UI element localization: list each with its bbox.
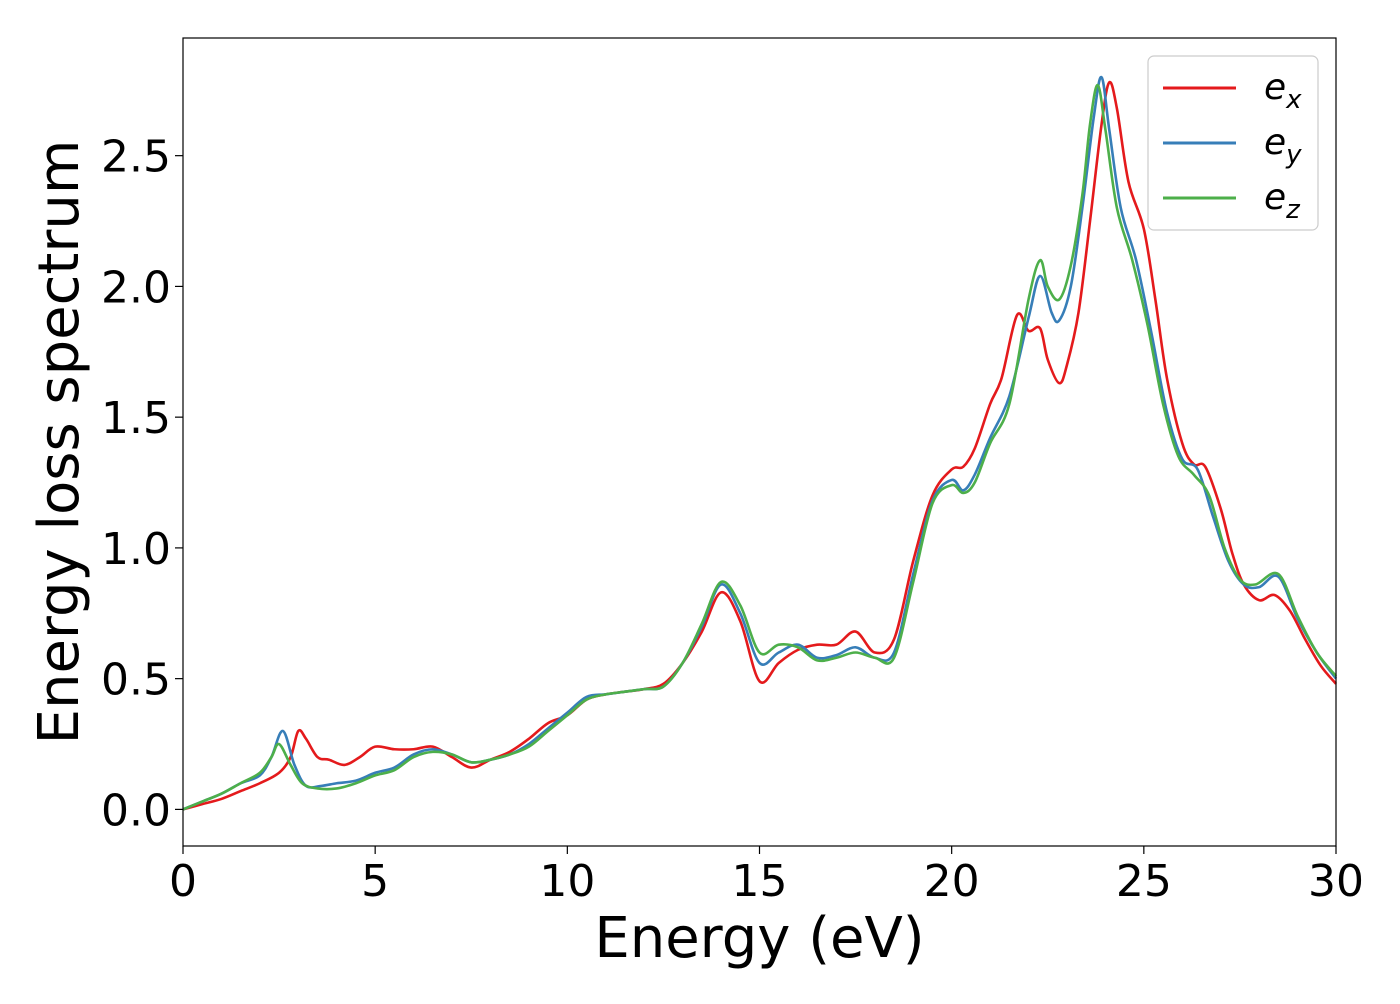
y-tick-label: 1.0 <box>101 524 171 575</box>
series-line-y <box>182 75 1338 811</box>
y-tick-label: 0.5 <box>101 655 171 706</box>
x-tick-label: 10 <box>539 856 595 907</box>
y-tick-label: 0.0 <box>101 785 171 836</box>
legend-label-z: ez <box>1264 177 1301 225</box>
y-tick-label: 2.5 <box>101 132 171 183</box>
y-axis-title: Energy loss spectrum <box>27 140 92 745</box>
x-tick-label: 30 <box>1308 856 1364 907</box>
legend: ex ey ez <box>1147 55 1319 231</box>
x-axis-ticks: 0 5 10 15 20 25 30 <box>169 846 1364 907</box>
x-tick-label: 20 <box>924 856 980 907</box>
x-tick-label: 5 <box>361 856 389 907</box>
y-tick-label: 1.5 <box>101 393 171 444</box>
series-line-z <box>182 83 1338 811</box>
series-line-x <box>182 80 1337 811</box>
y-tick-label: 2.0 <box>101 262 171 313</box>
x-tick-label: 0 <box>169 856 197 907</box>
legend-label-x: ex <box>1264 67 1302 115</box>
series-layer <box>182 75 1338 811</box>
legend-label-y: ey <box>1264 122 1302 170</box>
y-axis-ticks: 0.0 0.5 1.0 1.5 2.0 2.5 <box>101 132 183 836</box>
x-tick-label: 15 <box>732 856 788 907</box>
x-axis-title: Energy (eV) <box>594 906 924 971</box>
x-tick-label: 25 <box>1116 856 1172 907</box>
